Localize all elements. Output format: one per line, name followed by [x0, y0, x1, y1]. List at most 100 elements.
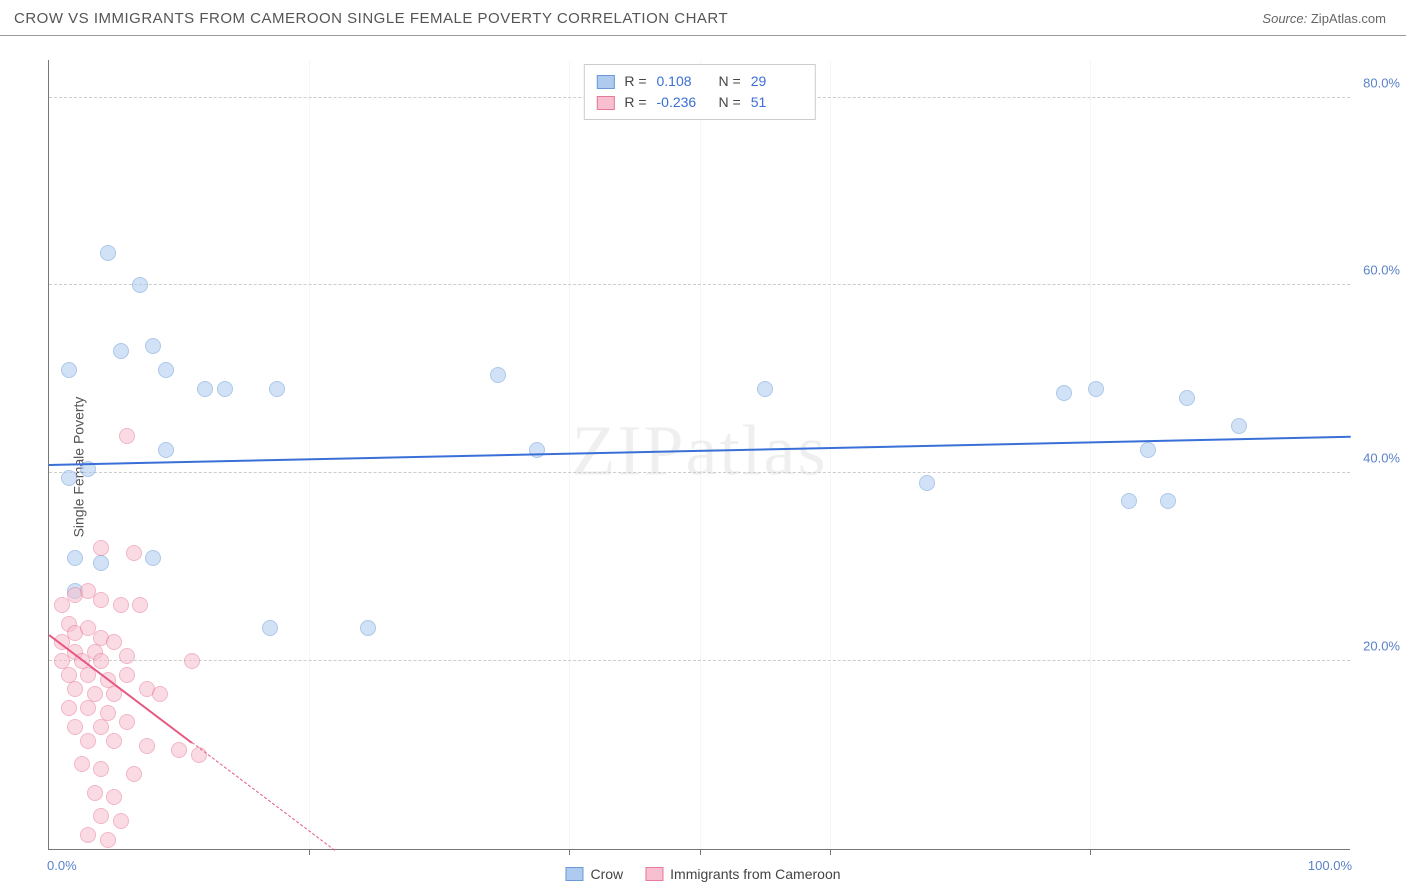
data-point-cameroon: [113, 813, 129, 829]
data-point-cameroon: [67, 719, 83, 735]
x-tick-mark: [700, 849, 701, 855]
data-point-crow: [757, 381, 773, 397]
y-tick-label: 80.0%: [1354, 75, 1400, 90]
data-point-crow: [113, 343, 129, 359]
data-point-cameroon: [54, 597, 70, 613]
n-value: 29: [751, 71, 803, 92]
plot-area: ZIPatlas 20.0%40.0%60.0%80.0%0.0%100.0%R…: [48, 60, 1350, 850]
data-point-crow: [919, 475, 935, 491]
legend-label: Immigrants from Cameroon: [670, 866, 840, 882]
data-point-cameroon: [132, 597, 148, 613]
data-point-crow: [1231, 418, 1247, 434]
data-point-crow: [1088, 381, 1104, 397]
x-min-label: 0.0%: [47, 858, 77, 873]
data-point-crow: [145, 338, 161, 354]
chart-title: CROW VS IMMIGRANTS FROM CAMEROON SINGLE …: [14, 10, 728, 27]
data-point-crow: [1160, 493, 1176, 509]
data-point-cameroon: [80, 827, 96, 843]
legend-stats: R = 0.108 N = 29 R = -0.236 N = 51: [583, 64, 815, 120]
gridline-v: [700, 60, 701, 849]
n-label: N =: [719, 71, 741, 92]
data-point-cameroon: [106, 789, 122, 805]
data-point-crow: [1056, 385, 1072, 401]
n-label: N =: [719, 92, 741, 113]
chart-source: Source: ZipAtlas.com: [1262, 11, 1386, 26]
legend-label: Crow: [590, 866, 623, 882]
data-point-cameroon: [184, 653, 200, 669]
gridline-v: [830, 60, 831, 849]
data-point-cameroon: [119, 667, 135, 683]
data-point-crow: [67, 550, 83, 566]
legend-swatch: [596, 96, 614, 110]
r-value: 0.108: [657, 71, 709, 92]
data-point-crow: [1179, 390, 1195, 406]
legend-item-crow: Crow: [565, 866, 623, 882]
data-point-crow: [197, 381, 213, 397]
data-point-cameroon: [93, 653, 109, 669]
data-point-cameroon: [152, 686, 168, 702]
data-point-crow: [100, 245, 116, 261]
chart-header: CROW VS IMMIGRANTS FROM CAMEROON SINGLE …: [0, 0, 1406, 36]
data-point-crow: [158, 362, 174, 378]
data-point-crow: [217, 381, 233, 397]
data-point-crow: [132, 277, 148, 293]
x-tick-mark: [569, 849, 570, 855]
data-point-cameroon: [126, 766, 142, 782]
legend-swatch: [645, 867, 663, 881]
data-point-crow: [269, 381, 285, 397]
data-point-cameroon: [126, 545, 142, 561]
data-point-cameroon: [119, 648, 135, 664]
data-point-crow: [61, 470, 77, 486]
source-value: ZipAtlas.com: [1311, 11, 1386, 26]
data-point-cameroon: [113, 597, 129, 613]
y-tick-label: 20.0%: [1354, 639, 1400, 654]
y-tick-label: 60.0%: [1354, 263, 1400, 278]
data-point-cameroon: [61, 700, 77, 716]
gridline-v: [1090, 60, 1091, 849]
r-value: -0.236: [657, 92, 709, 113]
data-point-cameroon: [93, 719, 109, 735]
legend-item-cameroon: Immigrants from Cameroon: [645, 866, 840, 882]
x-max-label: 100.0%: [1308, 858, 1352, 873]
data-point-cameroon: [100, 832, 116, 848]
data-point-crow: [360, 620, 376, 636]
x-tick-mark: [309, 849, 310, 855]
r-label: R =: [624, 92, 646, 113]
data-point-cameroon: [93, 540, 109, 556]
data-point-cameroon: [191, 747, 207, 763]
data-point-cameroon: [87, 785, 103, 801]
data-point-crow: [1121, 493, 1137, 509]
data-point-cameroon: [171, 742, 187, 758]
data-point-crow: [93, 555, 109, 571]
data-point-cameroon: [139, 738, 155, 754]
r-label: R =: [624, 71, 646, 92]
data-point-crow: [1140, 442, 1156, 458]
y-tick-label: 40.0%: [1354, 451, 1400, 466]
data-point-crow: [490, 367, 506, 383]
legend-swatch: [565, 867, 583, 881]
data-point-crow: [61, 362, 77, 378]
data-point-cameroon: [74, 756, 90, 772]
legend-stats-row-crow: R = 0.108 N = 29: [596, 71, 802, 92]
data-point-crow: [262, 620, 278, 636]
data-point-cameroon: [93, 761, 109, 777]
data-point-cameroon: [67, 681, 83, 697]
data-point-cameroon: [93, 808, 109, 824]
data-point-cameroon: [80, 700, 96, 716]
trendline-cameroon: [192, 742, 336, 851]
chart-area: Single Female Poverty ZIPatlas 20.0%40.0…: [0, 42, 1406, 892]
data-point-crow: [145, 550, 161, 566]
gridline-v: [309, 60, 310, 849]
data-point-cameroon: [93, 592, 109, 608]
data-point-cameroon: [119, 428, 135, 444]
legend-stats-row-cameroon: R = -0.236 N = 51: [596, 92, 802, 113]
data-point-cameroon: [119, 714, 135, 730]
x-tick-mark: [830, 849, 831, 855]
source-label: Source:: [1262, 11, 1307, 26]
legend-bottom: Crow Immigrants from Cameroon: [565, 866, 840, 882]
data-point-cameroon: [80, 733, 96, 749]
n-value: 51: [751, 92, 803, 113]
data-point-cameroon: [106, 634, 122, 650]
data-point-crow: [158, 442, 174, 458]
x-tick-mark: [1090, 849, 1091, 855]
